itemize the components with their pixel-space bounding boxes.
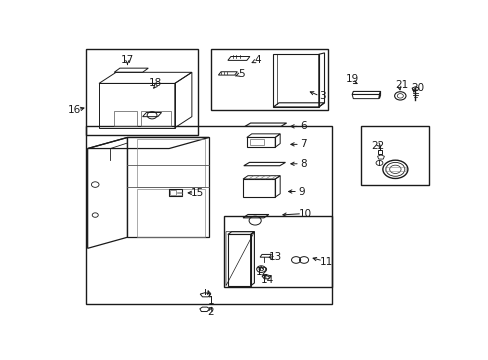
Text: 10: 10: [298, 209, 311, 219]
Text: 18: 18: [149, 78, 162, 89]
Text: 8: 8: [300, 159, 306, 169]
Text: 2: 2: [207, 307, 214, 317]
Text: 15: 15: [190, 188, 204, 198]
Bar: [224, 216, 331, 287]
Text: 5: 5: [237, 69, 244, 79]
Text: 7: 7: [300, 139, 306, 149]
Text: 6: 6: [300, 121, 306, 131]
Text: 9: 9: [298, 186, 305, 197]
Bar: [210, 49, 327, 110]
Text: 22: 22: [370, 141, 384, 151]
Text: 20: 20: [410, 82, 423, 93]
Text: 4: 4: [254, 55, 261, 65]
Text: 1: 1: [207, 296, 214, 306]
Text: 21: 21: [395, 80, 408, 90]
Text: 3: 3: [319, 91, 325, 101]
Bar: [85, 126, 331, 304]
Bar: [85, 49, 197, 135]
Text: 17: 17: [121, 55, 134, 65]
Text: 19: 19: [346, 74, 359, 84]
Text: 12: 12: [255, 267, 268, 277]
Bar: [360, 126, 428, 185]
Text: 13: 13: [268, 252, 281, 262]
Text: 14: 14: [261, 275, 274, 285]
Text: 11: 11: [319, 257, 332, 267]
Text: 16: 16: [68, 105, 81, 115]
